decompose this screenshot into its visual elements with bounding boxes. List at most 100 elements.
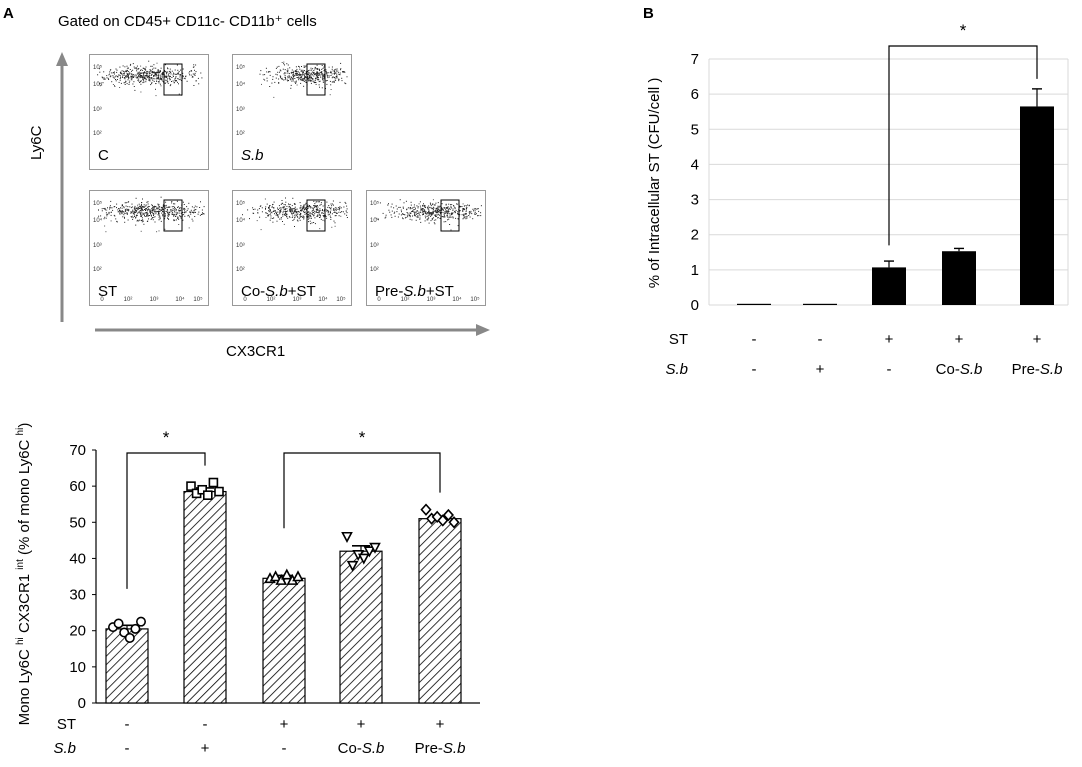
fc-dot — [299, 77, 301, 79]
fc-gate-box — [163, 63, 183, 96]
bottom-left-point — [346, 560, 359, 572]
fc-dot — [153, 215, 154, 216]
fc-dot — [423, 214, 424, 215]
fc-dot — [132, 217, 134, 219]
fc-dot — [153, 75, 155, 77]
fc-dot — [159, 210, 161, 212]
fc-dot — [125, 69, 127, 71]
fc-dot — [149, 211, 151, 213]
fc-dot — [319, 215, 321, 217]
fc-dot — [393, 212, 395, 214]
fc-dot — [303, 65, 305, 67]
fc-dot — [420, 221, 422, 223]
fc-dot — [168, 71, 170, 73]
fc-dot — [435, 214, 437, 216]
fc-dot — [193, 211, 195, 213]
fc-dot — [167, 81, 169, 82]
fc-dot — [130, 75, 132, 77]
fc-dot — [158, 207, 160, 209]
fc-dot — [279, 71, 280, 73]
fc-dot — [303, 210, 304, 212]
fc-dot — [153, 207, 155, 209]
fc-dot — [120, 72, 122, 74]
fc-dot — [161, 73, 163, 75]
fc-dot — [443, 207, 445, 209]
fc-dot — [273, 207, 275, 208]
fc-dot — [127, 201, 129, 203]
fc-dot — [132, 213, 134, 214]
fc-dot — [120, 73, 122, 75]
fc-dot — [148, 218, 149, 220]
fc-dot — [184, 212, 186, 214]
fc-dot — [139, 211, 141, 213]
fc-dot — [316, 74, 318, 76]
fc-dot — [133, 77, 134, 78]
fc-dot — [439, 217, 441, 219]
fc-dot — [323, 70, 325, 72]
fc-dot — [331, 66, 333, 68]
fc-dot — [137, 212, 139, 214]
fc-dot — [315, 211, 317, 213]
fc-dot — [260, 229, 262, 231]
bottom-left-point — [136, 616, 147, 627]
fc-dot — [417, 207, 419, 209]
fc-dot — [144, 72, 146, 73]
panel-b-st-cell-2: - — [818, 331, 823, 348]
fc-dot — [298, 74, 300, 76]
fc-dot — [465, 209, 467, 211]
fc-dot — [470, 210, 472, 212]
fc-dot — [145, 208, 146, 210]
fc-dot — [456, 203, 458, 205]
fc-dot — [284, 74, 286, 76]
fc-dot — [145, 75, 147, 77]
fc-y-tick-label: 10² — [93, 131, 102, 137]
fc-dot — [447, 207, 449, 209]
fc-y-tick-label: 10² — [236, 267, 245, 273]
fc-dot — [314, 78, 316, 80]
fc-dot — [142, 67, 144, 69]
fc-dot — [295, 208, 297, 210]
fc-dot — [416, 216, 418, 218]
fc-dot — [309, 69, 311, 71]
fc-dot — [330, 211, 331, 213]
fc-dot — [157, 77, 159, 78]
fc-dot — [313, 70, 315, 71]
fc-dot — [457, 225, 459, 227]
fc-dot — [463, 214, 465, 216]
fc-dot — [313, 75, 315, 77]
fc-dot — [466, 208, 467, 210]
fc-dot — [143, 80, 145, 82]
fc-dot — [145, 205, 147, 207]
fc-dot — [164, 215, 166, 217]
fc-dot — [402, 213, 404, 215]
fc-dot — [133, 66, 135, 68]
fc-dot — [120, 71, 122, 73]
fc-dot — [106, 214, 108, 215]
fc-dot — [286, 70, 288, 72]
fc-x-tick-label: 10⁵ — [193, 296, 203, 303]
fc-dot — [412, 211, 413, 212]
fc-dot — [142, 220, 144, 222]
fc-dot — [442, 209, 444, 210]
fc-dot — [463, 213, 465, 215]
fc-dot — [294, 78, 296, 79]
fc-dot — [326, 80, 328, 81]
fc-dot — [401, 211, 402, 213]
fc-dot — [157, 208, 159, 210]
fc-dot — [116, 220, 118, 222]
fc-dot — [430, 215, 432, 217]
fc-dot — [445, 208, 447, 210]
fc-dot — [142, 78, 143, 80]
fc-dot — [194, 74, 196, 76]
panel-b-chart: % of Intracellular ST (CFU/cell )0123456… — [646, 21, 1069, 378]
fc-dot — [304, 70, 305, 72]
fc-y-tick-label: 10⁴ — [236, 81, 246, 88]
fc-dot — [407, 212, 409, 214]
fc-dot — [331, 81, 333, 83]
fc-dot — [132, 83, 134, 85]
fc-dot — [465, 210, 467, 212]
fc-dot — [179, 76, 181, 78]
fc-dot — [155, 72, 157, 74]
fc-dot — [193, 74, 195, 76]
fc-dot — [158, 74, 160, 76]
